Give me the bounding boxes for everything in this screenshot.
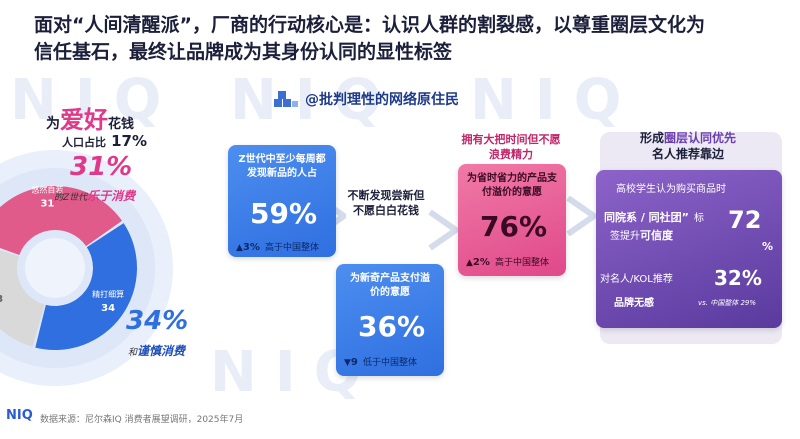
card1-delta: ▲3% 高于中国整体 <box>236 235 319 254</box>
donut-segment-3 <box>0 250 45 347</box>
watermark-row-1: NIQ <box>10 68 180 133</box>
hobby-spending-block: 为爱好花钱 人口占比 17% 31 悠然自若 34 精打细算 23 31% 的Z世代乐于… <box>0 100 230 400</box>
weekly-new-product-card: Z世代中至少每周都发现新品的人占 59% ▲3% 高于中国整体 <box>228 145 336 257</box>
watermark-row-1b: NIQ <box>230 68 400 133</box>
donut-value-label-1: 31 <box>40 198 54 209</box>
card4-line2: 同院系 / 同社团” 标 <box>604 206 704 225</box>
discover-new-label: 不断发现尝新但不愿白白花钱 <box>347 189 425 217</box>
circle-identity-card: 高校学生认为购买商品时 同院系 / 同社团” 标 签提升可信度 72 % 对名人… <box>596 170 782 328</box>
card4-line3: 签提升可信度 <box>610 224 673 243</box>
donut-segment-1 <box>0 186 123 256</box>
happy-spend-percent: 31% <box>70 152 133 182</box>
happy-spend-label-prefix: 的Z世代 <box>54 193 88 203</box>
card4-header-line2: 名人推荐靠边 <box>651 147 724 161</box>
card3-description: 为省时省力的产品支付溢价的意愿 <box>467 173 557 198</box>
card4-tag-label: 标 <box>694 213 704 224</box>
connector-arrow-2 <box>428 210 458 250</box>
card1-delta-value: 3% <box>242 242 260 253</box>
hobby-title-highlight: 爱好 <box>60 106 108 134</box>
card1-delta-note: 高于中国整体 <box>265 243 320 253</box>
page-title-line-2: 信任基石，最终让品牌成为其身份认同的显性标签 <box>34 41 453 63</box>
card4-trust-prefix: 签提升 <box>610 231 640 242</box>
donut-segment-name-2: 精打细算 <box>92 289 124 299</box>
blocks-icon <box>274 91 298 107</box>
card2-value: 36% <box>358 310 426 343</box>
data-source-note: 数据来源：尼尔森IQ 消费者展望调研，2025年7月 <box>40 415 244 425</box>
up-arrow-icon: ▲ <box>466 258 473 268</box>
donut-segment-2 <box>35 223 138 350</box>
up-arrow-icon: ▲ <box>236 243 243 253</box>
page-title: 面对“人间清醒派”，厂商的行动核心是：认识人群的割裂感，以尊重圈层文化为 信任基… <box>34 12 774 66</box>
population-share-label: 人口占比 <box>62 136 106 149</box>
card4-note2: vs. 中国整体 29% <box>698 299 757 307</box>
card4-value1: 72 <box>728 206 762 234</box>
happy-spend-label: 的Z世代乐于消费 <box>54 187 135 204</box>
novelty-premium-card: 为新奇产品支付溢价的意愿 36% ▼9 低于中国整体 <box>336 264 444 376</box>
population-share: 人口占比 17% <box>62 131 147 150</box>
donut-center <box>25 238 85 298</box>
card2-delta: ▼9 低于中国整体 <box>344 350 417 369</box>
time-saving-premium-card: 为省时省力的产品支付溢价的意愿 76% ▲2% 高于中国整体 <box>458 164 566 276</box>
card1-description: Z世代中至少每周都发现新品的人占 <box>238 154 326 179</box>
card4-header-highlight: 圈层认同优先 <box>664 131 737 145</box>
niq-logo: NIQ <box>6 408 33 423</box>
card4-line5: 品牌无感 <box>614 298 654 309</box>
card3-delta-value: 2% <box>472 257 490 268</box>
card4-peer-label: 同院系 / 同社团” <box>604 211 689 224</box>
card1-value: 59% <box>250 197 318 230</box>
identity-card-header: 形成圈层认同优先 名人推荐靠边 <box>603 130 773 162</box>
cautious-spend-label-highlight: 谨慎消费 <box>137 344 186 358</box>
cautious-spend-label: 和谨慎消费 <box>128 342 185 359</box>
card4-header-prefix: 形成 <box>639 131 664 145</box>
time-rich-label: 拥有大把时间但不愿浪费精力 <box>461 133 561 161</box>
card4-value1-unit: % <box>762 240 774 253</box>
hobby-title-suffix: 花钱 <box>108 117 135 132</box>
happy-spend-label-highlight: 乐于消费 <box>87 189 136 203</box>
card2-delta-value: 9 <box>350 357 358 368</box>
card3-value: 76% <box>480 210 548 243</box>
watermark-row-1c: NIQ <box>470 68 640 133</box>
cautious-spend-percent: 34% <box>126 306 189 336</box>
donut-segment-name-1: 悠然自若 <box>31 184 63 194</box>
card4-line4: 对名人/KOL推荐 <box>600 274 673 285</box>
card2-delta-note: 低于中国整体 <box>362 358 417 368</box>
card2-description: 为新奇产品支付溢价的意愿 <box>350 273 430 298</box>
hobby-title: 为爱好花钱 <box>46 100 134 135</box>
page-title-line-1: 面对“人间清醒派”，厂商的行动核心是：认识人群的割裂感，以尊重圈层文化为 <box>34 14 705 36</box>
hobby-title-prefix: 为 <box>46 116 60 132</box>
cautious-spend-label-prefix: 和 <box>128 348 138 358</box>
donut-value-label-2: 34 <box>101 303 115 314</box>
spending-donut-chart: 31 悠然自若 34 精打细算 23 <box>0 150 173 386</box>
persona-tagline: @批判理性的网络原住民 <box>273 87 459 111</box>
card4-trust-highlight: 可信度 <box>640 229 673 242</box>
tagline-text: @批判理性的网络原住民 <box>305 92 459 108</box>
card4-header-line1: 形成圈层认同优先 <box>603 130 773 146</box>
card4-value2: 32% <box>714 266 762 290</box>
donut-value-label-3: 23 <box>0 294 3 305</box>
population-share-value: 17% <box>111 132 147 150</box>
card4-line1: 高校学生认为购买商品时 <box>616 184 726 195</box>
card3-delta: ▲2% 高于中国整体 <box>466 250 549 269</box>
connector-arrow-3 <box>566 196 596 236</box>
down-arrow-icon: ▼ <box>344 358 351 368</box>
card3-delta-note: 高于中国整体 <box>495 258 550 268</box>
